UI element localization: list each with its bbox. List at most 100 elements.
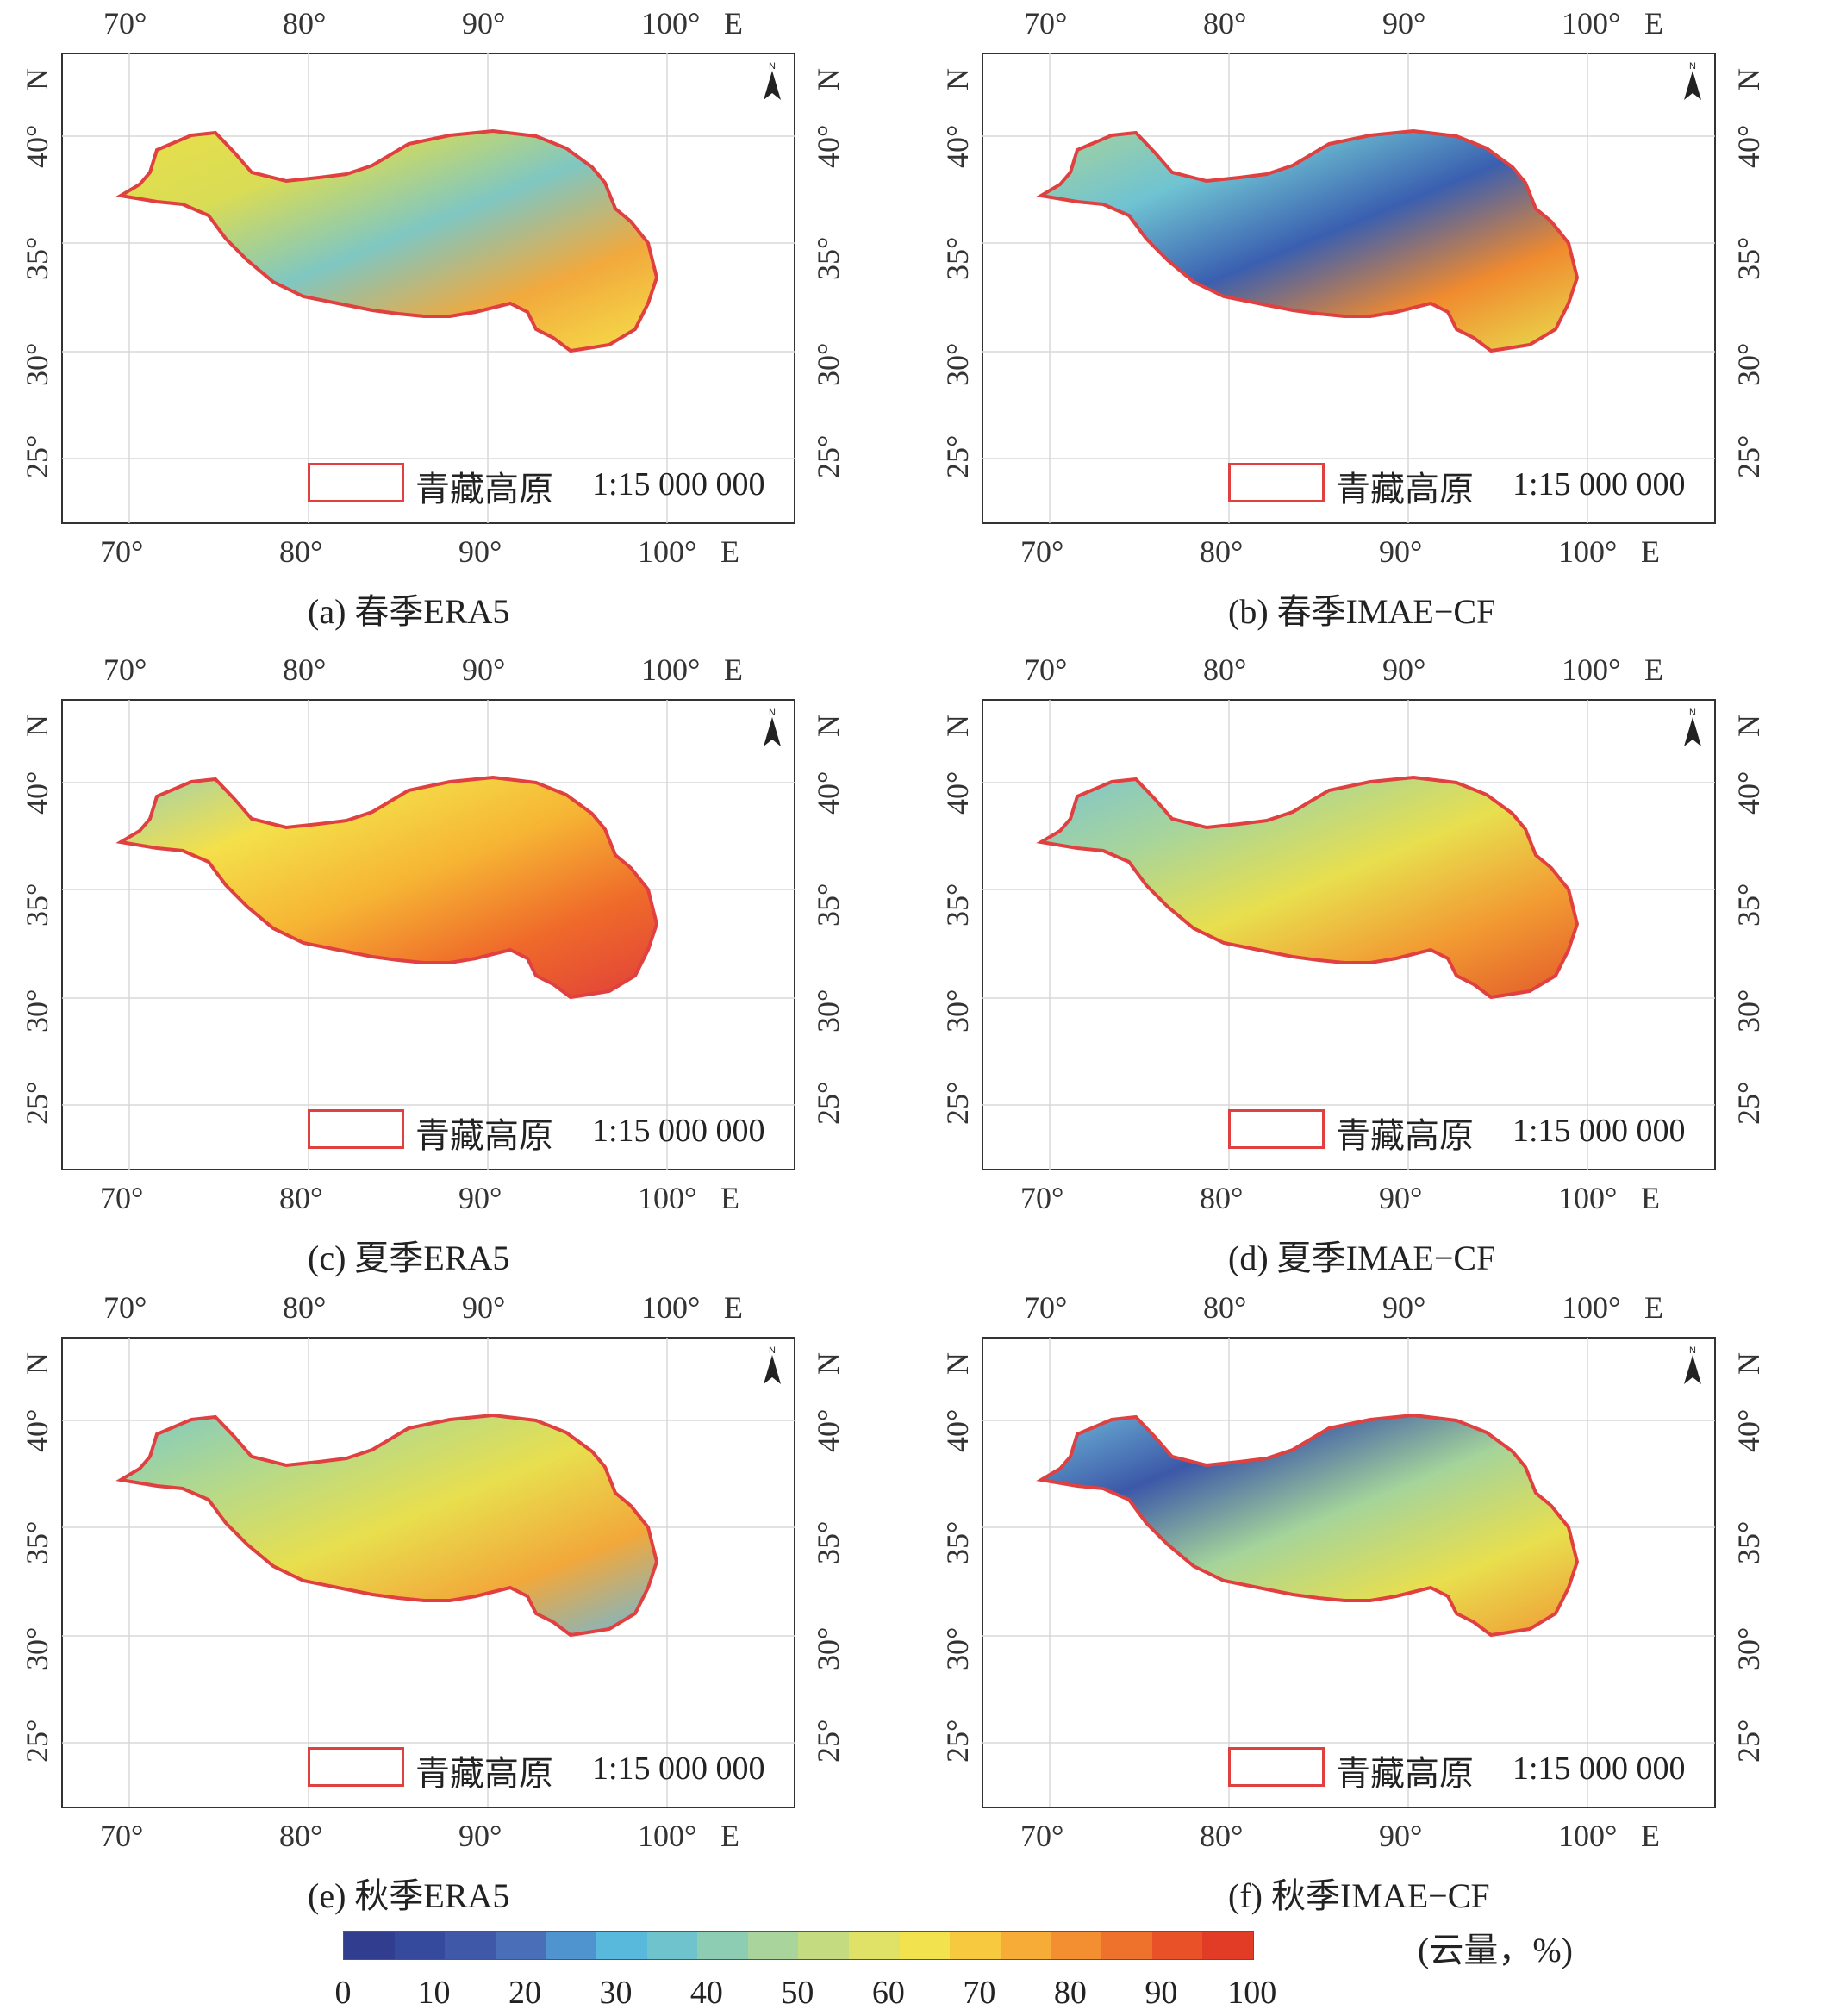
right-lat-label: 40° xyxy=(811,124,845,168)
right-lat-label: N xyxy=(1731,715,1766,737)
colorbar-cell xyxy=(445,1932,496,1959)
colorbar-tick-label: 80 xyxy=(1053,1975,1087,2011)
colorbar-tick-label: 90 xyxy=(1145,1975,1178,2011)
bottom-lon-label: 70° xyxy=(100,1819,144,1853)
left-lat-label: N xyxy=(20,68,54,91)
bottom-lon-label: 90° xyxy=(1379,534,1423,569)
top-lon-label: 80° xyxy=(1203,6,1247,41)
right-lat-label: N xyxy=(1731,1352,1766,1375)
plateau-region xyxy=(115,128,659,353)
plateau-region xyxy=(1036,775,1580,1000)
right-lat-label: 35° xyxy=(811,1520,845,1564)
colorbar-tick-label: 50 xyxy=(781,1975,814,2011)
map-panel-b: N 70° 80° 90° 100° E 70° 80° 90° 100° E N 40° 35° 30° 2… xyxy=(920,0,1840,642)
top-lon-label: 70° xyxy=(1024,652,1068,687)
colorbar-cell xyxy=(1101,1932,1152,1959)
bottom-lon-label: E xyxy=(720,534,739,569)
colorbar-cell xyxy=(848,1932,900,1959)
top-lon-label: E xyxy=(1644,652,1663,687)
legend-label: 青藏高原 xyxy=(415,470,553,509)
top-lon-label: E xyxy=(1644,6,1663,41)
bottom-lon-label: 80° xyxy=(279,1819,323,1853)
bottom-lon-label: 90° xyxy=(1379,1181,1423,1215)
bottom-lon-label: E xyxy=(720,1819,739,1853)
left-lat-label: N xyxy=(940,1352,975,1375)
left-lat-label: 30° xyxy=(940,1626,975,1670)
left-lat-label: 40° xyxy=(940,124,975,168)
left-lat-label: 35° xyxy=(20,883,54,927)
right-lat-label: 40° xyxy=(1731,124,1766,168)
right-lat-label: 40° xyxy=(811,771,845,815)
colorbar-cell xyxy=(950,1932,1001,1959)
map-frame: N xyxy=(982,1337,1716,1808)
scale-label: 1:15 000 000 xyxy=(1513,1751,1686,1787)
colorbar-cell xyxy=(646,1932,698,1959)
bottom-lon-label: 100° xyxy=(638,534,697,569)
right-lat-label: 40° xyxy=(1731,771,1766,815)
bottom-lon-label: E xyxy=(1641,1181,1660,1215)
top-lon-label: 80° xyxy=(1203,652,1247,687)
top-lon-label: E xyxy=(724,6,743,41)
top-lon-label: 90° xyxy=(1382,652,1426,687)
bottom-lon-label: 100° xyxy=(1558,1181,1618,1215)
colorbar-cell xyxy=(495,1932,546,1959)
map-frame: N xyxy=(61,1337,795,1808)
colorbar-tick-label: 70 xyxy=(963,1975,996,2011)
legend-swatch xyxy=(308,463,404,502)
plateau-region xyxy=(1036,1413,1580,1638)
top-lon-label: 90° xyxy=(1382,6,1426,41)
left-lat-label: 30° xyxy=(940,342,975,386)
left-lat-label: 30° xyxy=(20,1626,54,1670)
top-lon-label: E xyxy=(724,1290,743,1325)
bottom-lon-label: 70° xyxy=(1020,1819,1064,1853)
north-arrow-icon: N xyxy=(1684,1345,1701,1384)
left-lat-label: 35° xyxy=(940,1520,975,1564)
right-lat-label: 25° xyxy=(1731,434,1766,478)
left-lat-label: 35° xyxy=(20,1520,54,1564)
left-lat-label: 30° xyxy=(20,342,54,386)
top-lon-label: 100° xyxy=(641,6,701,41)
north-label: N xyxy=(1689,1345,1696,1356)
top-lon-label: 80° xyxy=(283,1290,327,1325)
left-lat-label: 35° xyxy=(20,236,54,280)
bottom-lon-label: 70° xyxy=(100,534,144,569)
north-label: N xyxy=(769,708,776,718)
bottom-lon-label: 80° xyxy=(1200,1819,1244,1853)
bottom-lon-label: 100° xyxy=(638,1181,697,1215)
bottom-lon-label: 80° xyxy=(279,534,323,569)
legend-label: 青藏高原 xyxy=(1336,1116,1474,1155)
colorbar-cell xyxy=(1151,1932,1203,1959)
legend-label: 青藏高原 xyxy=(1336,1754,1474,1793)
left-lat-label: 35° xyxy=(940,883,975,927)
plateau-region xyxy=(115,775,659,1000)
north-arrow-icon: N xyxy=(764,1345,781,1384)
north-label: N xyxy=(1689,61,1696,72)
left-lat-label: 40° xyxy=(20,771,54,815)
colorbar-cell xyxy=(344,1932,395,1959)
right-lat-label: 40° xyxy=(1731,1408,1766,1452)
left-lat-label: 25° xyxy=(940,1719,975,1763)
top-lon-label: 70° xyxy=(103,652,147,687)
colorbar-cell xyxy=(697,1932,748,1959)
bottom-lon-label: 90° xyxy=(458,534,502,569)
legend-swatch xyxy=(1228,1109,1325,1149)
legend-label: 青藏高原 xyxy=(1336,470,1474,509)
left-lat-label: 30° xyxy=(940,989,975,1033)
bottom-lon-label: 80° xyxy=(279,1181,323,1215)
legend-label: 青藏高原 xyxy=(415,1116,553,1155)
colorbar-cell xyxy=(546,1932,596,1959)
right-lat-label: 30° xyxy=(1731,989,1766,1033)
right-lat-label: 35° xyxy=(1731,236,1766,280)
right-lat-label: 30° xyxy=(1731,342,1766,386)
top-lon-label: 90° xyxy=(462,652,506,687)
right-lat-label: N xyxy=(811,68,845,91)
top-lon-label: 70° xyxy=(1024,1290,1068,1325)
top-lon-label: E xyxy=(724,652,743,687)
legend-swatch xyxy=(1228,1747,1325,1787)
top-lon-label: 70° xyxy=(103,1290,147,1325)
map-panel-f: N 70° 80° 90° 100° E 70° 80° 90° 100° E N 40° 35° 30° 2… xyxy=(920,1284,1840,1926)
bottom-lon-label: 100° xyxy=(1558,1819,1618,1853)
north-arrow-icon: N xyxy=(764,708,781,746)
left-lat-label: 40° xyxy=(20,124,54,168)
panel-caption: (a) 春季ERA5 xyxy=(308,592,510,631)
